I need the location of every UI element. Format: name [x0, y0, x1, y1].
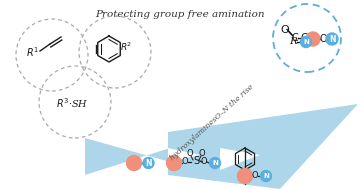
- Text: N: N: [329, 35, 335, 43]
- Circle shape: [326, 33, 338, 45]
- Text: O: O: [252, 171, 258, 180]
- Text: $R^3$·SH: $R^3$·SH: [56, 96, 88, 110]
- Circle shape: [166, 156, 181, 170]
- Text: O: O: [301, 33, 309, 43]
- Text: R: R: [289, 37, 297, 46]
- Circle shape: [261, 170, 271, 181]
- Text: O: O: [187, 149, 193, 159]
- Text: S: S: [193, 156, 199, 166]
- Circle shape: [306, 32, 320, 46]
- Text: N: N: [263, 173, 269, 179]
- Text: O: O: [201, 157, 207, 167]
- Circle shape: [126, 156, 141, 170]
- Circle shape: [210, 157, 220, 169]
- Polygon shape: [168, 148, 200, 162]
- Text: N: N: [212, 160, 218, 166]
- Circle shape: [238, 169, 252, 184]
- Text: N: N: [303, 39, 309, 45]
- Text: $R^1$: $R^1$: [26, 45, 40, 59]
- Polygon shape: [220, 148, 260, 170]
- Text: O: O: [199, 149, 205, 159]
- Text: O: O: [319, 34, 327, 44]
- Text: Protecting group free amination: Protecting group free amination: [95, 10, 265, 19]
- Circle shape: [143, 157, 154, 169]
- Text: N: N: [145, 159, 152, 167]
- Text: O: O: [182, 157, 188, 167]
- Circle shape: [301, 36, 311, 47]
- Text: $R^2$: $R^2$: [120, 41, 132, 53]
- Text: hydroxylaminesO–N the rise: hydroxylaminesO–N the rise: [169, 82, 255, 162]
- Polygon shape: [85, 138, 170, 175]
- Text: O: O: [281, 25, 289, 35]
- Text: C: C: [292, 33, 298, 43]
- Polygon shape: [168, 104, 358, 189]
- Circle shape: [281, 12, 333, 64]
